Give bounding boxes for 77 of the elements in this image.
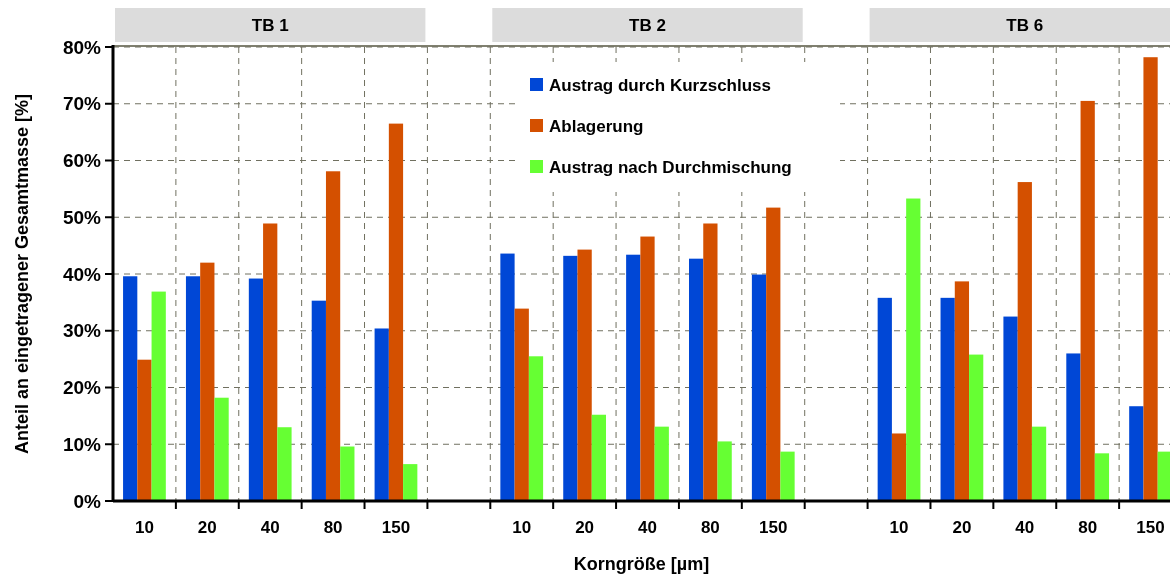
bar	[151, 291, 166, 501]
bar	[577, 249, 592, 501]
bar	[940, 297, 955, 501]
x-tick-label: 150	[759, 518, 788, 537]
bar	[528, 356, 544, 501]
x-tick-label: 20	[575, 518, 595, 537]
x-tick-label: 150	[1136, 518, 1165, 537]
bar	[277, 427, 292, 501]
legend-label: Austrag nach Durchmischung	[549, 158, 792, 177]
bar	[1094, 453, 1110, 501]
bar	[514, 308, 529, 501]
bar	[766, 207, 781, 501]
bar	[891, 433, 907, 501]
x-tick-label: 40	[638, 518, 657, 537]
y-tick-label: 60%	[62, 150, 102, 172]
bar	[137, 359, 152, 501]
legend-label: Austrag durch Kurzschluss	[549, 76, 771, 95]
bar	[1129, 406, 1144, 501]
bar	[311, 300, 326, 501]
bar	[877, 297, 892, 501]
bar	[248, 278, 264, 501]
x-axis-title: Korngröße [µm]	[573, 554, 710, 574]
x-tick-label: 80	[700, 518, 720, 537]
bar	[214, 397, 229, 501]
y-tick-label: 20%	[62, 377, 102, 399]
y-tick-label: 70%	[62, 93, 102, 115]
bar	[626, 254, 641, 501]
bar	[1003, 316, 1018, 501]
bar	[1017, 182, 1032, 501]
text: TB 6	[1006, 16, 1044, 35]
x-tick-label: 80	[1078, 518, 1098, 537]
bar	[969, 354, 984, 501]
bar	[1143, 57, 1158, 501]
bar	[1066, 353, 1081, 501]
y-tick-label: 10%	[62, 433, 102, 455]
bar	[123, 276, 138, 501]
text: TB 1	[251, 16, 289, 35]
bar	[403, 464, 418, 501]
y-axis-title: Anteil an eingetragener Gesamtmasse [%]	[12, 93, 32, 455]
bar	[640, 236, 655, 501]
y-tick-label: 80%	[62, 36, 102, 58]
y-tick-label: 0%	[73, 490, 102, 512]
bar	[689, 258, 704, 501]
legend-label: Ablagerung	[549, 117, 644, 136]
bar	[906, 198, 921, 501]
x-tick-label: 80	[323, 518, 343, 537]
bar	[703, 223, 718, 501]
y-tick-label: 50%	[62, 206, 102, 228]
text: TB 2	[629, 16, 666, 35]
bar	[563, 255, 578, 501]
bar	[1031, 426, 1047, 501]
x-tick-label: 40	[260, 518, 280, 537]
x-tick-label: 20	[197, 518, 217, 537]
bar	[185, 276, 201, 501]
x-tick-label: 20	[952, 518, 972, 537]
bar	[200, 262, 215, 501]
y-tick-label: 30%	[62, 320, 102, 342]
bar	[263, 223, 278, 501]
x-tick-label: 10	[512, 518, 532, 537]
x-tick-label: 40	[1015, 518, 1035, 537]
bar	[654, 426, 669, 501]
y-tick-label: 40%	[62, 263, 102, 285]
bar	[1157, 451, 1170, 501]
bar	[500, 253, 515, 501]
bar	[717, 441, 732, 501]
bar	[325, 171, 341, 501]
bar	[374, 328, 389, 501]
bar	[1080, 100, 1095, 501]
x-tick-label: 150	[381, 518, 411, 537]
bar	[388, 123, 404, 501]
x-tick-label: 10	[134, 518, 154, 537]
bar	[751, 274, 767, 501]
bar	[591, 414, 606, 501]
x-tick-label: 10	[889, 518, 909, 537]
bar	[780, 451, 795, 501]
bar	[340, 446, 355, 501]
bar	[954, 281, 970, 501]
